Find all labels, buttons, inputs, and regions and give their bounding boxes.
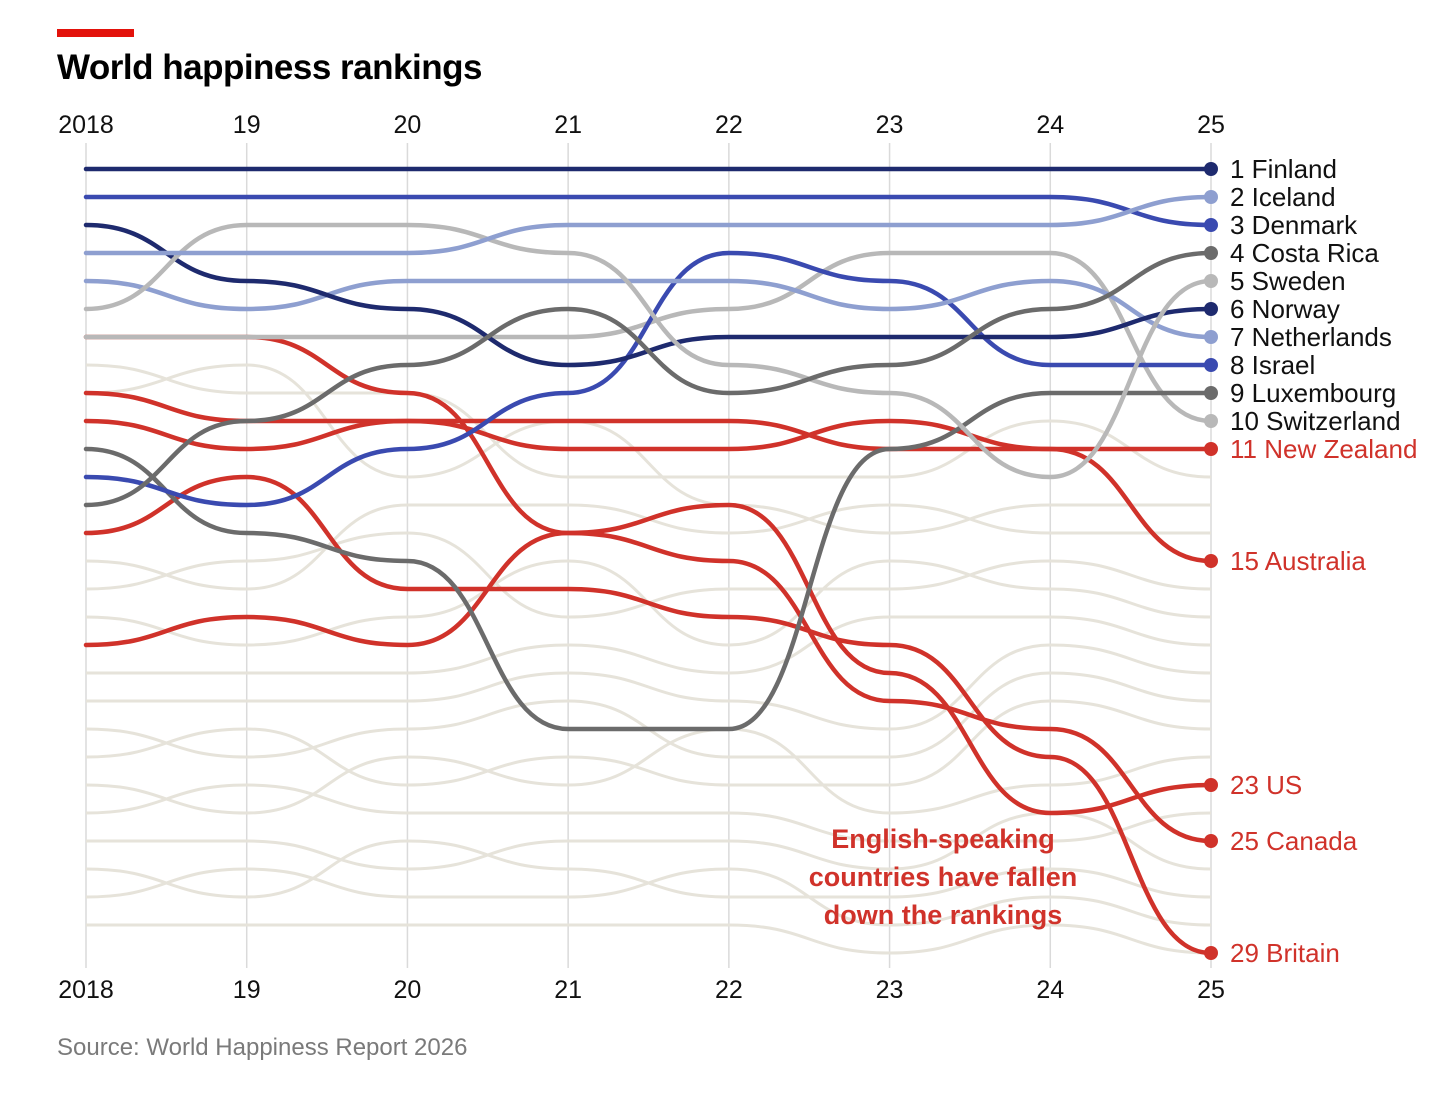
series-line-other-8 <box>85 671 1212 759</box>
end-marker-britain <box>1204 946 1218 960</box>
series-line-us <box>83 502 1214 816</box>
series-line-other-6 <box>86 615 1212 675</box>
end-marker-denmark <box>1204 218 1218 232</box>
end-label-sweden: 5 Sweden <box>1230 266 1346 296</box>
end-label-luxembourg: 9 Luxembourg <box>1230 378 1396 408</box>
end-label-iceland: 2 Iceland <box>1230 182 1336 212</box>
x-tick-top-23: 23 <box>876 111 904 139</box>
background-series <box>85 363 1212 955</box>
end-marker-israel <box>1204 358 1218 372</box>
series-line-costa-rica <box>83 250 1214 508</box>
x-tick-bottom-25: 25 <box>1197 976 1225 1004</box>
end-label-new-zealand: 11 New Zealand <box>1230 434 1417 464</box>
x-tick-top-24: 24 <box>1036 111 1064 139</box>
x-tick-bottom-22: 22 <box>715 976 743 1004</box>
x-tick-top-2018: 2018 <box>58 111 114 139</box>
end-label-finland: 1 Finland <box>1230 154 1337 184</box>
series-line-other-5 <box>85 559 1212 647</box>
series-line-other-10 <box>85 727 1212 815</box>
end-label-netherlands: 7 Netherlands <box>1230 322 1392 352</box>
chart-title: World happiness rankings <box>57 48 482 87</box>
series-line-new-zealand <box>83 418 1214 452</box>
end-marker-norway <box>1204 302 1218 316</box>
series-line-britain <box>83 474 1214 956</box>
series-line-iceland <box>83 194 1214 256</box>
x-axis-bottom: 2018 19 20 21 22 23 24 25 <box>58 976 1225 1004</box>
x-tick-top-22: 22 <box>715 111 743 139</box>
end-marker-new-zealand <box>1204 442 1218 456</box>
x-axis-top: 2018 19 20 21 22 23 24 25 <box>58 111 1225 139</box>
series-line-other-13 <box>85 839 1212 899</box>
series-line-other-11 <box>85 783 1212 843</box>
series-line-denmark <box>83 194 1214 228</box>
x-tick-top-20: 20 <box>394 111 422 139</box>
end-marker-canada <box>1204 834 1218 848</box>
series-line-netherlands <box>83 278 1214 340</box>
end-label-canada: 25 Canada <box>1230 826 1358 856</box>
series-line-switzerland <box>83 250 1214 424</box>
end-marker-switzerland <box>1204 414 1218 428</box>
end-label-israel: 8 Israel <box>1230 350 1315 380</box>
end-label-us: 23 US <box>1230 770 1302 800</box>
series-line-other-9 <box>85 699 1212 787</box>
x-tick-top-19: 19 <box>233 111 261 139</box>
x-tick-bottom-19: 19 <box>233 976 261 1004</box>
series-line-israel <box>83 250 1214 508</box>
end-marker-us <box>1204 778 1218 792</box>
end-marker-finland <box>1204 162 1218 176</box>
end-marker-luxembourg <box>1204 386 1218 400</box>
end-marker-iceland <box>1204 190 1218 204</box>
series-line-other-15 <box>85 923 1212 955</box>
x-tick-bottom-2018: 2018 <box>58 976 114 1004</box>
end-label-switzerland: 10 Switzerland <box>1230 406 1401 436</box>
end-markers <box>1204 162 1218 960</box>
series-line-norway <box>83 222 1214 368</box>
highlighted-series <box>83 166 1214 956</box>
annotation-line-1: English-speaking <box>831 824 1055 854</box>
series-line-other-1 <box>85 363 1212 479</box>
end-label-australia: 15 Australia <box>1230 546 1366 576</box>
end-marker-sweden <box>1204 274 1218 288</box>
x-tick-bottom-24: 24 <box>1036 976 1064 1004</box>
end-marker-australia <box>1204 554 1218 568</box>
series-line-other-3 <box>85 503 1211 591</box>
end-marker-netherlands <box>1204 330 1218 344</box>
series-line-other-4 <box>85 531 1212 619</box>
x-tick-top-21: 21 <box>554 111 582 139</box>
series-line-sweden <box>83 222 1214 480</box>
series-line-other-2 <box>85 363 1211 535</box>
series-line-other-7 <box>86 643 1212 731</box>
source-note: Source: World Happiness Report 2026 <box>57 1034 468 1061</box>
end-label-denmark: 3 Denmark <box>1230 210 1358 240</box>
x-tick-top-25: 25 <box>1197 111 1225 139</box>
accent-bar <box>57 29 134 37</box>
series-line-other-14 <box>85 867 1212 927</box>
x-tick-bottom-23: 23 <box>876 976 904 1004</box>
annotation-line-3: down the rankings <box>824 900 1063 930</box>
x-tick-bottom-20: 20 <box>394 976 422 1004</box>
end-label-britain: 29 Britain <box>1230 938 1340 968</box>
series-line-luxembourg <box>83 390 1214 732</box>
end-label-norway: 6 Norway <box>1230 294 1340 324</box>
x-tick-bottom-21: 21 <box>554 976 582 1004</box>
annotation-line-2: countries have fallen <box>809 862 1078 892</box>
end-label-costa-rica: 4 Costa Rica <box>1230 238 1379 268</box>
end-marker-costa-rica <box>1204 246 1218 260</box>
series-line-canada <box>83 334 1214 844</box>
